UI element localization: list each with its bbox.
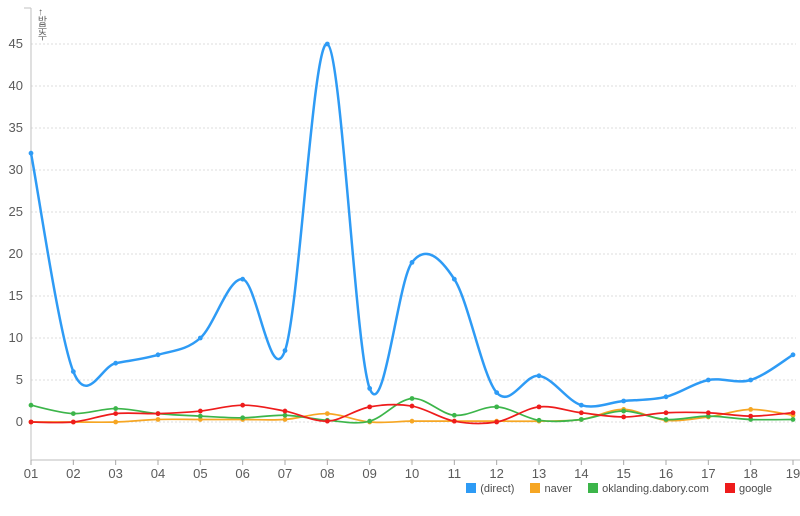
svg-text:17: 17 [701, 466, 715, 481]
svg-text:18: 18 [743, 466, 757, 481]
svg-text:13: 13 [532, 466, 546, 481]
svg-text:02: 02 [66, 466, 80, 481]
svg-text:10: 10 [405, 466, 419, 481]
svg-text:25: 25 [9, 204, 23, 219]
svg-text:16: 16 [659, 466, 673, 481]
svg-text:12: 12 [489, 466, 503, 481]
svg-text:03: 03 [108, 466, 122, 481]
svg-text:07: 07 [278, 466, 292, 481]
svg-text:35: 35 [9, 120, 23, 135]
svg-text:15: 15 [9, 288, 23, 303]
svg-text:20: 20 [9, 246, 23, 261]
svg-text:06: 06 [235, 466, 249, 481]
svg-text:14: 14 [574, 466, 588, 481]
svg-text:30: 30 [9, 162, 23, 177]
svg-text:08: 08 [320, 466, 334, 481]
svg-text:11: 11 [448, 466, 462, 481]
svg-text:09: 09 [362, 466, 376, 481]
svg-text:04: 04 [151, 466, 165, 481]
svg-text:01: 01 [24, 466, 38, 481]
svg-text:15: 15 [616, 466, 630, 481]
svg-text:40: 40 [9, 78, 23, 93]
svg-text:05: 05 [193, 466, 207, 481]
svg-text:0: 0 [16, 414, 23, 429]
svg-text:19: 19 [786, 466, 800, 481]
svg-text:45: 45 [9, 36, 23, 51]
svg-text:10: 10 [9, 330, 23, 345]
svg-text:5: 5 [16, 372, 23, 387]
